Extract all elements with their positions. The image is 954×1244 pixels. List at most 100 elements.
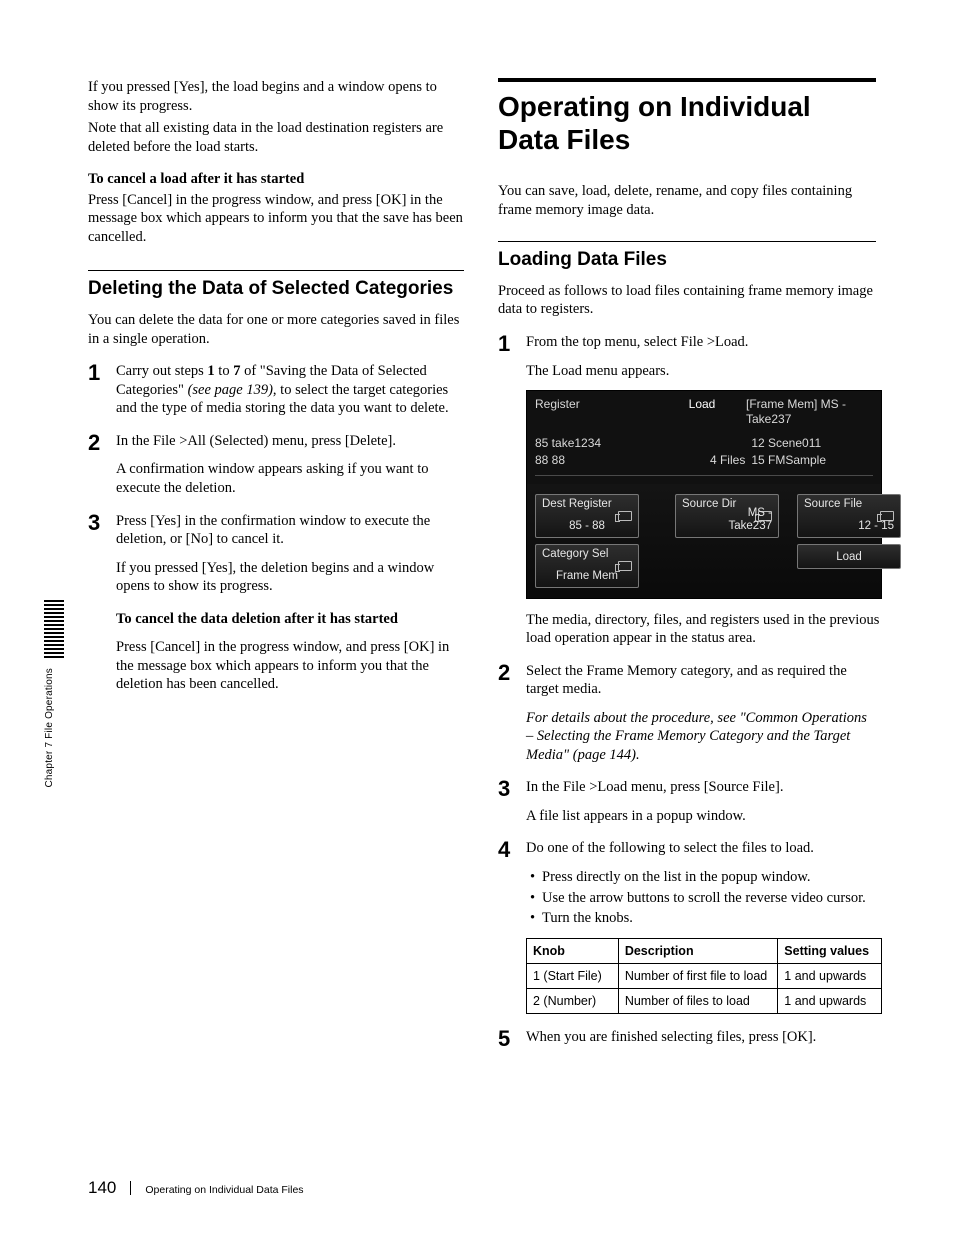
text: In the File >All (Selected) menu, press … [116, 432, 464, 451]
register-label: Register [535, 397, 662, 428]
category-sel-button[interactable]: Category Sel Frame Mem [535, 544, 639, 588]
left-column: If you pressed [Yes], the load begins an… [88, 78, 464, 1050]
step-number: 1 [498, 333, 526, 355]
step-number: 5 [498, 1028, 526, 1050]
text: In the File >Load menu, press [Source Fi… [526, 778, 876, 797]
page: Chapter 7 File Operations If you pressed… [0, 0, 954, 1244]
section-rule [88, 270, 464, 271]
running-title: Operating on Individual Data Files [145, 1184, 303, 1196]
left-step-2: 2 In the File >All (Selected) menu, pres… [88, 432, 464, 498]
table-cell: Number of files to load [618, 988, 777, 1013]
text: Select the Frame Memory category, and as… [526, 662, 876, 699]
table-header: Description [618, 938, 777, 963]
reg-row-1-left: 85 take1234 [535, 436, 684, 451]
step-body: From the top menu, select File >Load. Th… [526, 333, 882, 648]
table-cell: 1 (Start File) [527, 963, 619, 988]
step-number: 3 [498, 778, 526, 800]
text: Do one of the following to select the fi… [526, 839, 882, 858]
button-title: Source File [804, 498, 894, 511]
knob-table: Knob Description Setting values 1 (Start… [526, 938, 882, 1014]
source-dir-button[interactable]: Source Dir MS -Take237 [675, 494, 779, 538]
keypad-icon [618, 511, 632, 521]
section-rule [498, 241, 876, 242]
bullet-list: Press directly on the list in the popup … [530, 868, 882, 928]
table-header: Setting values [778, 938, 882, 963]
text: The Load menu appears. [526, 362, 882, 381]
step-number: 2 [498, 662, 526, 684]
deleting-intro: You can delete the data for one or more … [88, 311, 464, 348]
cancel-delete-heading: To cancel the data deletion after it has… [116, 610, 464, 629]
load-menu-screenshot: Register Load [Frame Mem] MS - Take237 8… [526, 390, 882, 598]
step-number: 2 [88, 432, 116, 454]
text: A confirmation window appears asking if … [116, 460, 464, 497]
text: Carry out steps [116, 363, 207, 379]
step-body: In the File >Load menu, press [Source Fi… [526, 778, 876, 825]
page-number: 140 [88, 1178, 116, 1198]
table-cell: 1 and upwards [778, 963, 882, 988]
chapter-label: Chapter 7 File Operations [44, 668, 55, 788]
left-step-1: 1 Carry out steps 1 to 7 of "Saving the … [88, 362, 464, 418]
chapter-tab: Chapter 7 File Operations [44, 600, 64, 788]
right-step-4: 4 Do one of the following to select the … [498, 839, 876, 1013]
load-menu-header: Register Load [Frame Mem] MS - Take237 8… [527, 391, 881, 483]
cancel-load-heading: To cancel a load after it has started [88, 170, 464, 189]
step-number: 1 [88, 362, 116, 384]
page-footer: 140 Operating on Individual Data Files [88, 1178, 304, 1198]
deleting-heading: Deleting the Data of Selected Categories [88, 277, 464, 301]
right-step-5: 5 When you are finished selecting files,… [498, 1028, 876, 1050]
step-body: When you are finished selecting files, p… [526, 1028, 876, 1047]
right-column: Operating on Individual Data Files You c… [498, 78, 876, 1050]
reg-row-2-mid: 4 Files [684, 453, 752, 468]
table-row: 1 (Start File) Number of first file to l… [527, 963, 882, 988]
step-body: In the File >All (Selected) menu, press … [116, 432, 464, 498]
list-item: Press directly on the list in the popup … [530, 868, 882, 887]
left-step-3: 3 Press [Yes] in the confirmation window… [88, 512, 464, 694]
button-label: Load [836, 551, 862, 563]
load-button[interactable]: Load [797, 544, 901, 569]
text: When you are finished selecting files, p… [526, 1028, 876, 1047]
text: From the top menu, select File >Load. [526, 333, 882, 352]
path-label: [Frame Mem] MS - Take237 [742, 397, 873, 428]
right-step-1: 1 From the top menu, select File >Load. … [498, 333, 876, 648]
text: A file list appears in a popup window. [526, 807, 876, 826]
text: If you pressed [Yes], the deletion begin… [116, 559, 464, 596]
text-bold: 1 [207, 363, 214, 379]
right-step-2: 2 Select the Frame Memory category, and … [498, 662, 876, 765]
right-step-3: 3 In the File >Load menu, press [Source … [498, 778, 876, 825]
page-title: Operating on Individual Data Files [498, 90, 876, 156]
step-number: 4 [498, 839, 526, 861]
load-menu-buttons: Dest Register 85 - 88 Category Sel Frame… [527, 484, 881, 598]
button-title: Dest Register [542, 498, 632, 511]
button-value: 85 - 88 [536, 520, 638, 533]
table-cell: 1 and upwards [778, 988, 882, 1013]
button-value: Frame Mem [536, 570, 638, 583]
source-file-button[interactable]: Source File 12 - 15 [797, 494, 901, 538]
dest-register-button[interactable]: Dest Register 85 - 88 [535, 494, 639, 538]
cross-reference: For details about the procedure, see "Co… [526, 709, 876, 765]
cancel-load-body: Press [Cancel] in the progress window, a… [88, 191, 464, 247]
reg-row-2-left: 88 88 [535, 453, 684, 468]
load-title: Load [662, 397, 742, 428]
panel-caption: The media, directory, files, and registe… [526, 611, 882, 648]
right-intro: You can save, load, delete, rename, and … [498, 182, 876, 219]
table-row: Knob Description Setting values [527, 938, 882, 963]
loading-heading: Loading Data Files [498, 248, 876, 272]
keypad-icon [880, 511, 894, 521]
button-title: Category Sel [542, 548, 632, 561]
step-body: Select the Frame Memory category, and as… [526, 662, 876, 765]
step-body: Do one of the following to select the fi… [526, 839, 882, 1013]
left-intro-2: Note that all existing data in the load … [88, 119, 464, 156]
cross-reference: (see page 139) [188, 382, 273, 398]
reg-row-2-right: 15 FMSample [751, 453, 873, 468]
step-body: Carry out steps 1 to 7 of "Saving the Da… [116, 362, 464, 418]
table-row: 2 (Number) Number of files to load 1 and… [527, 988, 882, 1013]
title-rule [498, 78, 876, 82]
barcode-icon [44, 600, 64, 658]
list-item: Use the arrow buttons to scroll the reve… [530, 889, 882, 908]
keypad-icon [618, 561, 632, 571]
text: to [215, 363, 234, 379]
list-item: Turn the knobs. [530, 909, 882, 928]
cancel-delete-body: Press [Cancel] in the progress window, a… [116, 638, 464, 694]
table-header: Knob [527, 938, 619, 963]
loading-intro: Proceed as follows to load files contain… [498, 282, 876, 319]
